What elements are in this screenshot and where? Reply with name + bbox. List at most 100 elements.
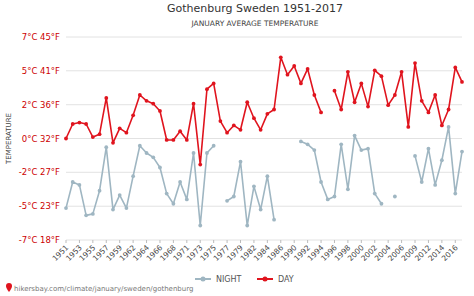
series-point [145, 99, 149, 103]
series-point [272, 218, 276, 222]
series-point [138, 144, 142, 148]
series-point [447, 125, 451, 129]
series-point [433, 93, 437, 97]
series-point [346, 70, 350, 74]
grid-line [66, 172, 462, 173]
x-tick [361, 240, 362, 243]
series-point [118, 126, 122, 130]
x-tick [441, 240, 442, 243]
series-point [259, 128, 263, 132]
x-tick [253, 240, 254, 243]
series-point [353, 100, 357, 104]
series-point [420, 180, 424, 184]
source: hikersbay.com/climate/january/sweden/got… [14, 285, 193, 293]
x-tick [455, 240, 456, 243]
series-point [386, 103, 390, 107]
series-point [440, 158, 444, 162]
series-point [232, 124, 236, 128]
y-tick-label: -7°C 18°F [19, 235, 60, 245]
series-point [125, 206, 129, 210]
x-tick [92, 240, 93, 243]
series-point [225, 199, 229, 203]
series-point [393, 195, 397, 199]
legend-marker [263, 277, 268, 282]
x-tick [321, 240, 322, 243]
series-point [192, 102, 196, 106]
series-point [91, 135, 95, 139]
grid-line [66, 37, 462, 38]
x-tick [388, 240, 389, 243]
x-tick [227, 240, 228, 243]
chart: Gothenburg Sweden 1951-2017JANUARY AVERA… [0, 0, 474, 296]
series-point [225, 131, 229, 135]
pin-icon [6, 283, 12, 292]
y-tick-label: -2°C 27°F [19, 167, 60, 177]
series-point [245, 224, 249, 228]
series-point [158, 166, 162, 170]
series-point [171, 138, 175, 142]
series-point [359, 82, 363, 86]
x-tick [213, 240, 214, 243]
series-point [366, 105, 370, 109]
series-point [406, 125, 410, 129]
series-point [131, 113, 135, 117]
series-point [292, 64, 296, 68]
series-point [460, 80, 464, 84]
series-point [359, 148, 363, 152]
series-point [453, 66, 457, 70]
series-point [98, 132, 102, 136]
series-point [400, 70, 404, 74]
series-point [104, 96, 108, 100]
x-tick [106, 240, 107, 243]
series-point [420, 99, 424, 103]
x-tick [133, 240, 134, 243]
series-point [427, 111, 431, 115]
series-point [64, 206, 68, 210]
series-point [460, 150, 464, 154]
x-tick [146, 240, 147, 243]
series-point [104, 145, 108, 149]
x-tick [374, 240, 375, 243]
series-point [333, 89, 337, 93]
series-point [353, 134, 357, 138]
series-point [433, 183, 437, 187]
series-line [66, 127, 462, 226]
series-point [64, 137, 68, 141]
series-point [299, 140, 303, 144]
series-point [373, 192, 377, 196]
series-point [265, 174, 269, 178]
x-tick [334, 240, 335, 243]
series-point [91, 212, 95, 216]
series-point [326, 198, 330, 202]
x-tick [307, 240, 308, 243]
x-tick [79, 240, 80, 243]
series-point [71, 180, 75, 184]
series-point [131, 174, 135, 178]
series-point [366, 147, 370, 151]
x-tick [240, 240, 241, 243]
y-axis-title: TEMPERATURE [5, 113, 13, 165]
title: Gothenburg Sweden 1951-2017 [167, 2, 343, 15]
series-point [84, 122, 88, 126]
x-tick [159, 240, 160, 243]
series-point [118, 193, 122, 197]
y-tick-label: 2°C 36°F [22, 100, 60, 110]
series-point [306, 142, 310, 146]
series-point [151, 155, 155, 159]
series-point [145, 151, 149, 155]
legend-label: NIGHT [216, 275, 242, 284]
series-point [111, 208, 115, 212]
series-point [165, 192, 169, 196]
series-point [319, 111, 323, 115]
series-point [346, 187, 350, 191]
x-tick [66, 240, 67, 243]
series-point [205, 151, 209, 155]
x-tick [280, 240, 281, 243]
x-tick [294, 240, 295, 243]
series-point [165, 138, 169, 142]
legend-label: DAY [278, 275, 294, 284]
series-point [71, 122, 75, 126]
x-tick [200, 240, 201, 243]
series-point [178, 129, 182, 133]
series-point [286, 73, 290, 77]
